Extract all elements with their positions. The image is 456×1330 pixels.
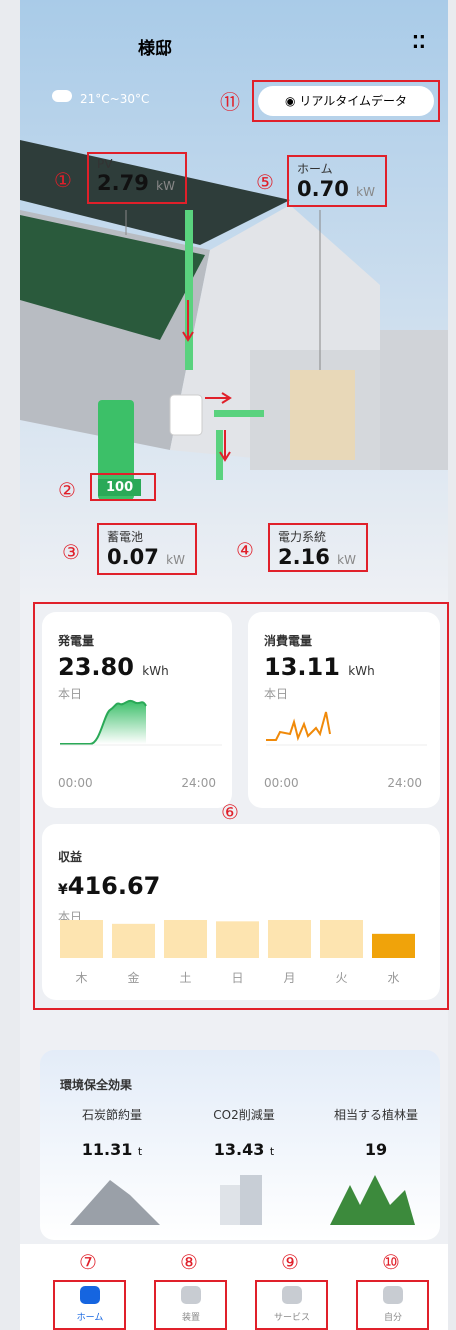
annotation: ⑨ xyxy=(281,1250,299,1274)
env-label: CO2削減量 xyxy=(184,1106,304,1140)
env-value: 13.43 xyxy=(214,1140,265,1159)
axis-end: 24:00 xyxy=(387,776,422,790)
annotation-box xyxy=(252,80,440,122)
generation-stats: 発電量 23.80 kWh 本日 xyxy=(58,632,169,702)
stat-value: 23.80 xyxy=(58,653,134,681)
annotation: ⑪ xyxy=(220,86,240,115)
stat-title: 発電量 xyxy=(58,632,169,649)
stat-period: 本日 xyxy=(58,685,169,702)
stat-title: 消費電量 xyxy=(264,632,375,649)
annotation: ④ xyxy=(236,538,254,562)
annotation-box xyxy=(90,473,156,501)
axis-start: 00:00 xyxy=(58,776,93,790)
stat-value: 13.11 xyxy=(264,653,340,681)
generation-axis: 00:00 24:00 xyxy=(58,776,216,790)
annotation-box xyxy=(87,152,187,204)
annotation: ② xyxy=(58,478,76,502)
annotation-box xyxy=(255,1280,328,1330)
annotation: ⑩ xyxy=(382,1250,400,1274)
env-label: 石炭節約量 xyxy=(52,1106,172,1140)
env-unit: t xyxy=(270,1145,274,1158)
env-unit: t xyxy=(138,1145,142,1158)
consumption-stats: 消費電量 13.11 kWh 本日 xyxy=(264,632,375,702)
annotation-box xyxy=(154,1280,227,1330)
environment-title: 環境保全効果 xyxy=(60,1076,132,1093)
annotation: ⑧ xyxy=(180,1250,198,1274)
weather: 21°C~30°C xyxy=(80,92,149,106)
weather-icon xyxy=(52,90,72,102)
page: 様邸 ⁚⁚ 21°C~30°C ◉ リアルタイムデータ ⑪ 100 ② 収益 ¥… xyxy=(0,0,456,1330)
annotation: ⑤ xyxy=(256,170,274,194)
env-value: 11.31 xyxy=(82,1140,133,1159)
annotation: ⑦ xyxy=(79,1250,97,1274)
stat-unit: kWh xyxy=(142,664,168,678)
stat-unit: kWh xyxy=(348,664,374,678)
env-value: 19 xyxy=(365,1140,387,1159)
stat-period: 本日 xyxy=(264,685,375,702)
axis-end: 24:00 xyxy=(181,776,216,790)
annotation-box xyxy=(287,155,387,207)
axis-start: 00:00 xyxy=(264,776,299,790)
consumption-axis: 00:00 24:00 xyxy=(264,776,422,790)
annotation-box xyxy=(356,1280,429,1330)
menu[interactable]: ⁚⁚ xyxy=(412,32,426,53)
env-label: 相当する植林量 xyxy=(316,1106,436,1140)
env-illustrations xyxy=(40,1160,440,1230)
annotation: ③ xyxy=(62,540,80,564)
annotation-box xyxy=(97,523,197,575)
annotation: ⑥ xyxy=(221,800,239,824)
annotation-box xyxy=(53,1280,126,1330)
annotation-box xyxy=(268,523,368,572)
title: 様邸 xyxy=(138,34,172,59)
annotation: ① xyxy=(54,168,72,192)
